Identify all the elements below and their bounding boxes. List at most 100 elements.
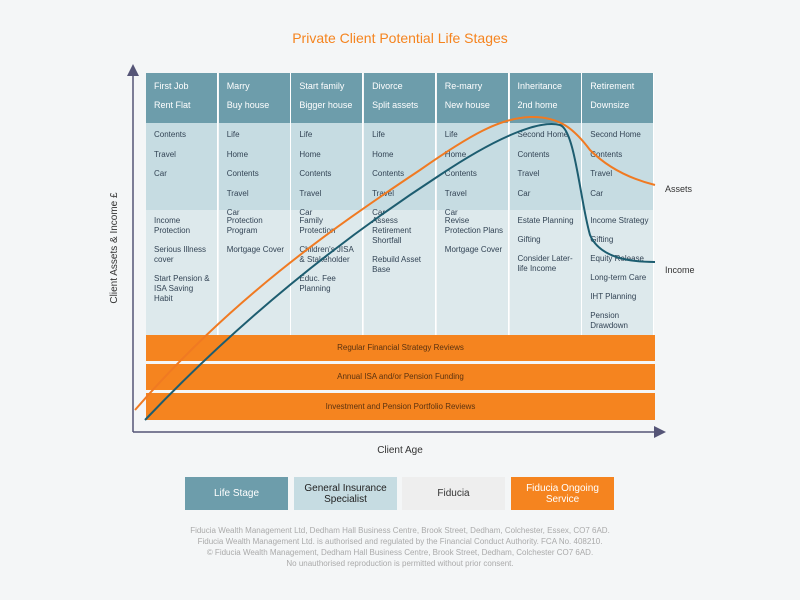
insurance-item: Life: [226, 130, 240, 139]
stage-column: Re-marry New house Life Home Contents Travel C…: [436, 73, 509, 335]
x-axis-label: Client Age: [377, 445, 423, 456]
insurance-item: Travel: [444, 188, 467, 198]
stage-subtitle: New house: [444, 100, 490, 110]
planning-cell: Income Strategy Gifting Equity Release Long…: [582, 210, 655, 335]
planning-item: Pension Drawdown: [590, 311, 628, 330]
insurance-item: Second Home: [590, 130, 641, 139]
insurance-item: Life: [444, 130, 458, 139]
stage-header: Start family Bigger house: [291, 73, 364, 123]
insurance-item: Contents: [372, 169, 405, 178]
stage-column: First Job Rent Flat Contents Travel Car Incom…: [146, 73, 218, 335]
planning-item: Income Protection: [154, 216, 191, 235]
legend-item: General Insurance Specialist: [294, 477, 397, 510]
insurance-item: Home: [299, 149, 321, 159]
insurance-item: Travel: [517, 169, 540, 178]
planning-cell: Revise Protection Plans Mortgage Cover: [436, 210, 509, 335]
stage-column: Divorce Split assets Life Home Contents Trave…: [364, 73, 437, 335]
insurance-item: Travel: [590, 169, 613, 178]
planning-item: Family Protection: [299, 216, 336, 235]
stage-title: Marry: [226, 81, 250, 91]
stage-subtitle: Split assets: [372, 100, 419, 110]
planning-cell: Family Protection Children's JISA & Stake…: [291, 210, 364, 335]
insurance-item: Home: [444, 149, 467, 159]
stage-subtitle: Buy house: [226, 100, 270, 110]
planning-item: IHT Planning: [590, 292, 637, 301]
insurance-item: Second Home: [517, 130, 569, 139]
stage-title: Start family: [299, 81, 345, 91]
stage-title: Retirement: [590, 81, 635, 91]
insurance-item: Travel: [154, 149, 176, 159]
stage-subtitle: Bigger house: [299, 100, 353, 110]
insurance-item: Contents: [154, 130, 187, 139]
footer-line: Fiducia Wealth Management Ltd. is author…: [197, 537, 603, 546]
stage-header: First Job Rent Flat: [146, 73, 218, 123]
insurance-cell: Life Home Contents Travel Car: [436, 123, 509, 217]
planning-item: Protection Program: [226, 216, 263, 235]
insurance-item: Travel: [299, 188, 322, 198]
planning-item: Long-term Care: [590, 273, 647, 282]
income-label: Income: [665, 265, 695, 275]
stage-header: Marry Buy house: [218, 73, 291, 123]
ongoing-band: Regular Financial Strategy Reviews: [146, 335, 655, 361]
planning-item: Mortgage Cover: [444, 245, 503, 254]
insurance-item: Car: [590, 188, 604, 198]
insurance-cell: Life Home Contents Travel Car: [291, 123, 364, 217]
ongoing-band: Investment and Pension Portfolio Reviews: [146, 393, 655, 420]
insurance-item: Travel: [226, 188, 249, 198]
insurance-cell: Contents Travel Car: [146, 123, 218, 210]
footer-line: © Fiducia Wealth Management, Dedham Hall…: [206, 548, 594, 557]
stage-column: Retirement Downsize Second Home Contents Tra…: [582, 73, 655, 335]
insurance-item: Car: [444, 208, 458, 217]
stage-column: Start family Bigger house Life Home Contents…: [291, 73, 364, 335]
stage-header: Re-marry New house: [436, 73, 509, 123]
insurance-item: Contents: [517, 149, 550, 159]
stage-header: Inheritance 2nd home: [509, 73, 582, 123]
stage-title: Re-marry: [444, 81, 483, 91]
insurance-item: Car: [154, 169, 167, 178]
insurance-item: Contents: [226, 169, 259, 178]
insurance-cell: Life Home Contents Travel Car: [218, 123, 291, 217]
insurance-item: Life: [372, 130, 385, 139]
y-axis-label: Client Assets & Income £: [109, 192, 120, 304]
insurance-item: Contents: [299, 169, 332, 178]
planning-item: Start Pension & ISA Saving Habit: [154, 274, 210, 303]
ongoing-band: Annual ISA and/or Pension Funding: [146, 364, 655, 390]
planning-cell: Income Protection Serious Illness cover St…: [146, 210, 218, 335]
planning-item: Gifting: [517, 235, 541, 244]
planning-item: Mortgage Cover: [226, 245, 285, 254]
insurance-item: Travel: [372, 188, 395, 198]
insurance-item: Life: [299, 130, 313, 139]
stage-subtitle: Downsize: [590, 100, 630, 110]
insurance-cell: Second Home Contents Travel Car: [582, 123, 655, 210]
stage-subtitle: Rent Flat: [154, 100, 191, 110]
legend-item: Fiducia: [402, 477, 505, 510]
stage-title: First Job: [154, 81, 189, 91]
planning-item: Educ. Fee Planning: [299, 274, 336, 293]
legend-item: Life Stage: [185, 477, 288, 510]
planning-item: Income Strategy: [590, 216, 649, 225]
assets-curve: [134, 115, 656, 411]
planning-item: Estate Planning: [517, 216, 574, 225]
legend-item: Fiducia Ongoing Service: [511, 477, 614, 510]
insurance-item: Home: [372, 149, 394, 159]
insurance-item: Contents: [590, 149, 623, 159]
planning-item: Rebuild Asset Base: [372, 255, 422, 274]
income-curve: [144, 123, 656, 421]
insurance-item: Home: [226, 149, 249, 159]
stage-header: Divorce Split assets: [364, 73, 437, 123]
stage-header: Retirement Downsize: [582, 73, 655, 123]
planning-cell: Assess Retirement Shortfall Rebuild Asset…: [364, 210, 437, 335]
planning-cell: Estate Planning Gifting Consider Later-lif…: [509, 210, 582, 335]
stage-subtitle: 2nd home: [517, 100, 558, 110]
planning-item: Consider Later-life Income: [517, 254, 573, 273]
planning-item: Revise Protection Plans: [444, 216, 504, 235]
footer-line: Fiducia Wealth Management Ltd, Dedham Ha…: [190, 526, 610, 535]
insurance-item: Car: [226, 208, 240, 217]
planning-item: Serious Illness cover: [154, 245, 207, 264]
planning-item: Equity Release: [590, 254, 644, 263]
planning-item: Assess Retirement Shortfall: [372, 216, 412, 245]
insurance-item: Car: [372, 208, 385, 217]
stage-title: Divorce: [372, 81, 403, 91]
